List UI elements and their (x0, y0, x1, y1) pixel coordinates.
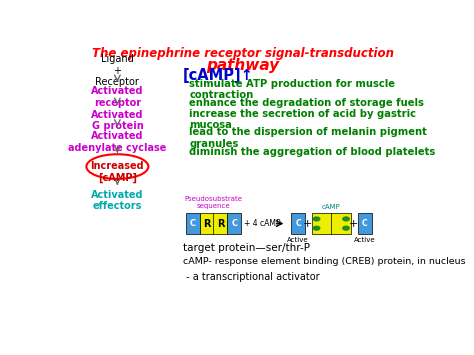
Ellipse shape (313, 226, 320, 230)
Ellipse shape (343, 226, 349, 230)
Text: C: C (362, 219, 367, 228)
Text: R: R (203, 219, 210, 229)
Text: pathway: pathway (206, 58, 280, 73)
FancyBboxPatch shape (312, 213, 351, 234)
Text: enhance the degradation of storage fuels: enhance the degradation of storage fuels (190, 98, 424, 108)
Text: Active: Active (287, 237, 309, 242)
Ellipse shape (343, 217, 349, 221)
Text: C: C (295, 219, 301, 228)
Text: Active: Active (354, 237, 375, 242)
FancyBboxPatch shape (200, 213, 228, 234)
FancyBboxPatch shape (228, 213, 241, 234)
Text: increase the secretion of acid by gastric
mucosa: increase the secretion of acid by gastri… (190, 109, 417, 130)
Text: R: R (217, 219, 224, 229)
Text: Increased
[cAMP]: Increased [cAMP] (91, 161, 144, 183)
Ellipse shape (313, 217, 320, 221)
Text: stimulate ATP production for muscle
contraction: stimulate ATP production for muscle cont… (190, 79, 395, 100)
Text: target protein—ser/thr-P: target protein—ser/thr-P (183, 243, 310, 253)
FancyBboxPatch shape (186, 213, 200, 234)
Text: +: + (302, 219, 312, 229)
Text: C: C (190, 219, 196, 228)
Text: cAMP: cAMP (322, 204, 341, 210)
Text: - a transcriptional activator: - a transcriptional activator (183, 272, 320, 282)
Text: Activated
adenylate cyclase: Activated adenylate cyclase (68, 131, 166, 153)
Text: Activated
effectors: Activated effectors (91, 190, 144, 211)
Text: lead to the dispersion of melanin pigment
granules: lead to the dispersion of melanin pigmen… (190, 127, 428, 149)
Text: Ligand
+
Receptor: Ligand + Receptor (95, 54, 139, 87)
Text: Activated
G protein: Activated G protein (91, 110, 144, 131)
Text: cAMP- response element binding (CREB) protein, in nucleus: cAMP- response element binding (CREB) pr… (183, 257, 466, 267)
FancyBboxPatch shape (357, 213, 372, 234)
Text: [cAMP]↑: [cAMP]↑ (183, 68, 254, 83)
Text: C: C (231, 219, 237, 228)
Text: diminish the aggregation of blood platelets: diminish the aggregation of blood platel… (190, 147, 436, 157)
Text: + 4 cAMP: + 4 cAMP (245, 219, 281, 228)
FancyBboxPatch shape (291, 213, 305, 234)
Text: Pseudosubstrate
sequence: Pseudosubstrate sequence (184, 196, 243, 209)
Text: +: + (348, 219, 358, 229)
Text: The epinephrine receptor signal-transduction: The epinephrine receptor signal-transduc… (92, 47, 394, 60)
Text: Activated
receptor: Activated receptor (91, 87, 144, 108)
